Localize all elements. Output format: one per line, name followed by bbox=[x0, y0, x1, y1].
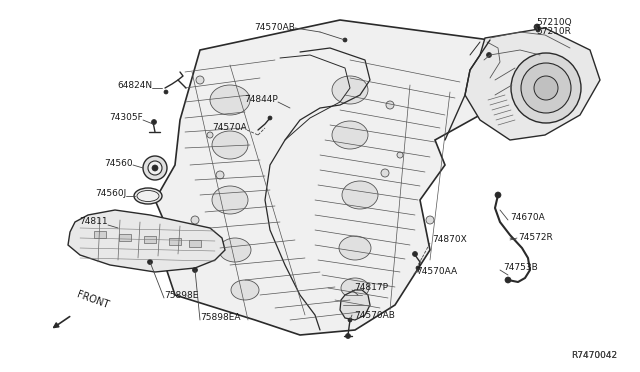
Circle shape bbox=[505, 277, 511, 283]
Circle shape bbox=[268, 116, 272, 120]
Circle shape bbox=[416, 266, 420, 270]
Circle shape bbox=[147, 260, 152, 264]
Text: 74560: 74560 bbox=[104, 158, 133, 167]
Text: 74560J: 74560J bbox=[95, 189, 126, 198]
Circle shape bbox=[536, 28, 540, 32]
Bar bbox=[189, 240, 201, 247]
Text: 75898EA: 75898EA bbox=[200, 314, 241, 323]
Text: 74570AA: 74570AA bbox=[416, 267, 457, 276]
Circle shape bbox=[426, 216, 434, 224]
Ellipse shape bbox=[332, 76, 368, 104]
Circle shape bbox=[521, 63, 571, 113]
Text: 74570AB: 74570AB bbox=[354, 311, 395, 320]
Circle shape bbox=[216, 171, 224, 179]
Circle shape bbox=[193, 267, 198, 273]
Circle shape bbox=[348, 318, 352, 322]
Polygon shape bbox=[340, 290, 370, 320]
Ellipse shape bbox=[342, 181, 378, 209]
Circle shape bbox=[148, 161, 162, 175]
Bar bbox=[119, 234, 131, 241]
Ellipse shape bbox=[134, 188, 162, 204]
Ellipse shape bbox=[137, 190, 159, 202]
Ellipse shape bbox=[339, 236, 371, 260]
Circle shape bbox=[534, 24, 540, 30]
Circle shape bbox=[413, 251, 417, 257]
Text: 75898E: 75898E bbox=[164, 291, 198, 299]
Circle shape bbox=[397, 152, 403, 158]
Text: 74670A: 74670A bbox=[510, 214, 545, 222]
Text: 74305F: 74305F bbox=[109, 113, 143, 122]
Circle shape bbox=[343, 38, 347, 42]
Text: FRONT: FRONT bbox=[75, 289, 110, 310]
Polygon shape bbox=[155, 20, 500, 335]
Circle shape bbox=[381, 169, 389, 177]
Bar bbox=[169, 238, 181, 245]
Bar bbox=[144, 236, 156, 243]
Text: 74844P: 74844P bbox=[244, 96, 278, 105]
Polygon shape bbox=[68, 210, 225, 272]
Ellipse shape bbox=[212, 186, 248, 214]
Circle shape bbox=[143, 156, 167, 180]
Circle shape bbox=[196, 76, 204, 84]
Circle shape bbox=[511, 53, 581, 123]
Circle shape bbox=[191, 216, 199, 224]
Text: R7470042: R7470042 bbox=[571, 350, 617, 359]
Circle shape bbox=[164, 90, 168, 94]
Ellipse shape bbox=[231, 280, 259, 300]
Circle shape bbox=[207, 132, 213, 138]
Circle shape bbox=[152, 165, 158, 171]
Ellipse shape bbox=[341, 278, 369, 298]
Text: 64824N: 64824N bbox=[117, 80, 152, 90]
Polygon shape bbox=[465, 28, 600, 140]
Ellipse shape bbox=[219, 238, 251, 262]
Text: 57210R: 57210R bbox=[536, 28, 571, 36]
Text: 74817P: 74817P bbox=[354, 283, 388, 292]
Text: 74811: 74811 bbox=[79, 218, 108, 227]
Circle shape bbox=[152, 119, 157, 125]
Circle shape bbox=[346, 334, 351, 339]
Ellipse shape bbox=[332, 121, 368, 149]
Text: R7470042: R7470042 bbox=[571, 350, 617, 359]
Text: 74570A: 74570A bbox=[212, 124, 247, 132]
Ellipse shape bbox=[210, 85, 250, 115]
Bar bbox=[94, 231, 106, 238]
Ellipse shape bbox=[212, 131, 248, 159]
Text: 74753B: 74753B bbox=[503, 263, 538, 273]
Text: 74870X: 74870X bbox=[432, 235, 467, 244]
Circle shape bbox=[486, 52, 492, 58]
Text: 74572R: 74572R bbox=[518, 234, 553, 243]
Circle shape bbox=[495, 192, 501, 198]
Circle shape bbox=[534, 76, 558, 100]
Circle shape bbox=[386, 101, 394, 109]
Text: 74570AB: 74570AB bbox=[254, 23, 295, 32]
Text: 57210Q: 57210Q bbox=[536, 17, 572, 26]
